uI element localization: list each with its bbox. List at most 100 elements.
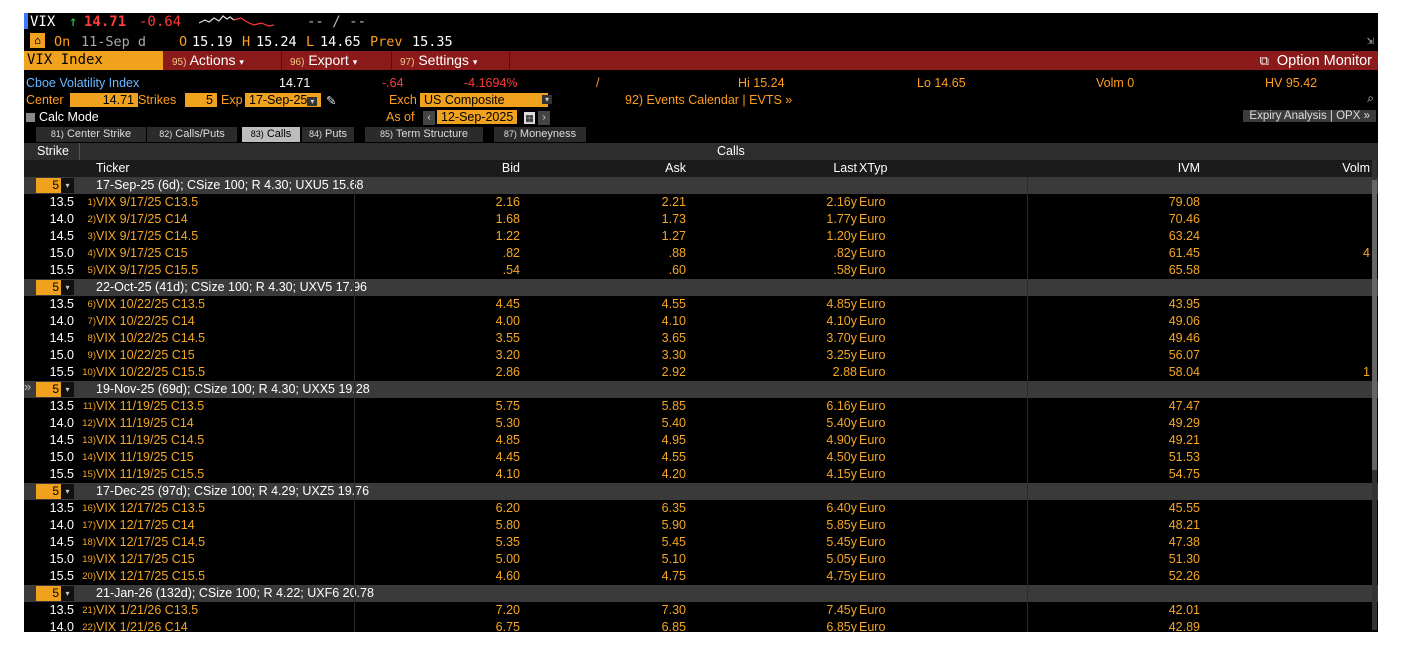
table-row[interactable]: 14.5 3) VIX 9/17/25 C14.5 1.22 1.27 1.20y Euro… [24,228,1378,245]
strikes-input[interactable]: 5 [185,93,217,107]
row-ticker[interactable]: VIX 11/19/25 C13.5 [96,399,205,413]
row-ticker[interactable]: VIX 12/17/25 C13.5 [96,501,206,515]
calendar-icon[interactable]: ▦ [524,112,535,124]
table-row[interactable]: 14.0 7) VIX 10/22/25 C14 4.00 4.10 4.10y Euro 4… [24,313,1378,330]
table-row[interactable]: 15.0 9) VIX 10/22/25 C15 3.20 3.30 3.25y Euro 5… [24,347,1378,364]
col-ivm[interactable]: IVM [1177,161,1200,175]
table-row[interactable]: 14.5 18) VIX 12/17/25 C14.5 5.35 5.45 5.45y Eu… [24,534,1378,551]
row-ticker[interactable]: VIX 10/22/25 C14.5 [96,331,206,345]
bloomberg-terminal: VIX ↑ 14.71 -0.64 -- / -- ⌂ On 11-Sep d … [24,13,1378,632]
option-monitor-title[interactable]: ⧉ Option Monitor [1260,51,1372,71]
row-ticker[interactable]: VIX 12/17/25 C15 [96,552,195,566]
table-row[interactable]: 15.5 5) VIX 9/17/25 C15.5 .54 .60 .58y Euro 65.… [24,262,1378,279]
events-calendar-link[interactable]: 92) Events Calendar | EVTS » [625,93,793,107]
row-ticker[interactable]: VIX 10/22/25 C14 [96,314,195,328]
tab-center-strike[interactable]: 81) Center Strike [36,127,147,142]
scrollbar-thumb[interactable] [1372,180,1377,470]
col-last[interactable]: Last [833,161,857,175]
table-row[interactable]: 13.5 21) VIX 1/21/26 C13.5 7.20 7.30 7.45y Eur… [24,602,1378,619]
export-menu[interactable]: 96) Export ▾ [282,51,392,70]
row-ticker[interactable]: VIX 12/17/25 C14 [96,518,195,532]
col-ticker[interactable]: Ticker [96,161,130,175]
table-row[interactable]: 13.5 1) VIX 9/17/25 C13.5 2.16 2.21 2.16y Euro… [24,194,1378,211]
expiry-row[interactable]: 5 ▾ 17-Dec-25 (97d); CSize 100; R 4.29; UX… [24,483,1378,500]
expand-icon[interactable]: ⇲ [1366,33,1374,47]
row-ticker[interactable]: VIX 11/19/25 C15 [96,450,194,464]
header-divider [79,143,80,160]
row-ticker[interactable]: VIX 10/22/25 C13.5 [96,297,206,311]
col-bid[interactable]: Bid [501,161,520,175]
prev-value: 15.35 [412,34,453,50]
actions-menu[interactable]: 95) Actions ▾ [164,51,282,70]
row-ticker[interactable]: VIX 9/17/25 C13.5 [96,195,199,209]
expiry-strikes-select[interactable]: 5 ▾ [36,280,74,295]
row-ticker[interactable]: VIX 9/17/25 C15.5 [96,263,199,277]
row-ticker[interactable]: VIX 12/17/25 C15.5 [96,569,206,583]
settings-menu[interactable]: 97) Settings ▾ [392,51,510,70]
next-date-button[interactable]: › [538,111,550,125]
expiry-strikes-select[interactable]: 5 ▾ [36,178,74,193]
row-ticker[interactable]: VIX 1/21/26 C13.5 [96,603,199,617]
collapse-icon[interactable]: » [24,379,32,394]
table-row[interactable]: 13.5 11) VIX 11/19/25 C13.5 5.75 5.85 6.16y Eu… [24,398,1378,415]
center-input[interactable]: 14.71 [70,93,138,107]
table-row[interactable]: 13.5 16) VIX 12/17/25 C13.5 6.20 6.35 6.40y Eu… [24,500,1378,517]
table-row[interactable]: 14.0 22) VIX 1/21/26 C14 6.75 6.85 6.85y Euro 4… [24,619,1378,632]
grid-scrollbar[interactable] [1372,160,1377,630]
row-ticker[interactable]: VIX 10/22/25 C15.5 [96,365,206,379]
expiry-strikes-select[interactable]: 5 ▾ [36,382,74,397]
expiry-analysis-button[interactable]: Expiry Analysis | OPX » [1243,110,1376,122]
chevron-down-icon[interactable]: ▾ [542,95,552,104]
asof-input[interactable]: 12-Sep-2025 [437,110,518,124]
row-ticker[interactable]: VIX 12/17/25 C14.5 [96,535,206,549]
expiry-row[interactable]: 5 ▾ 21-Jan-26 (132d); CSize 100; R 4.22; U… [24,585,1378,602]
table-row[interactable]: 15.0 19) VIX 12/17/25 C15 5.00 5.10 5.05y Euro… [24,551,1378,568]
row-ticker[interactable]: VIX 11/19/25 C14.5 [96,433,205,447]
expiry-row[interactable]: 5 ▾ 17-Sep-25 (6d); CSize 100; R 4.30; UXU… [24,177,1378,194]
tab-term-structure[interactable]: 85) Term Structure [365,127,484,142]
table-row[interactable]: 15.5 15) VIX 11/19/25 C15.5 4.10 4.20 4.15y Eu… [24,466,1378,483]
row-ticker[interactable]: VIX 9/17/25 C14 [96,212,188,226]
row-strike: 15.5 [49,569,74,583]
tab-puts[interactable]: 84) Puts [302,127,355,142]
row-ticker[interactable]: VIX 10/22/25 C15 [96,348,195,362]
row-ticker[interactable]: VIX 9/17/25 C15 [96,246,188,260]
ticker-field[interactable]: VIX Index [24,51,163,70]
tab-moneyness[interactable]: 87) Moneyness [494,127,587,142]
exch-value[interactable]: US Composite [420,93,548,107]
table-row[interactable]: 15.5 20) VIX 12/17/25 C15.5 4.60 4.75 4.75y Eu… [24,568,1378,585]
table-row[interactable]: 14.0 17) VIX 12/17/25 C14 5.80 5.90 5.85y Euro… [24,517,1378,534]
info-pct: -4.1694% [464,76,518,90]
row-ticker[interactable]: VIX 11/19/25 C15.5 [96,467,205,481]
col-volm[interactable]: Volm [1342,161,1370,175]
zoom-icon[interactable]: ⌕ [1367,91,1374,105]
row-strike: 14.0 [49,314,74,328]
row-strike: 15.0 [49,246,74,260]
tab-calls[interactable]: 83) Calls [242,127,301,142]
col-ask[interactable]: Ask [665,161,686,175]
expiry-strikes-select[interactable]: 5 ▾ [36,484,74,499]
expiry-strikes-select[interactable]: 5 ▾ [36,586,74,601]
table-row[interactable]: 14.0 12) VIX 11/19/25 C14 5.30 5.40 5.40y Euro… [24,415,1378,432]
table-row[interactable]: 15.0 4) VIX 9/17/25 C15 .82 .88 .82y Euro 61.45… [24,245,1378,262]
table-row[interactable]: 14.5 13) VIX 11/19/25 C14.5 4.85 4.95 4.90y Eu… [24,432,1378,449]
calc-mode-checkbox[interactable] [26,113,35,122]
tab-calls-puts[interactable]: 82) Calls/Puts [147,127,238,142]
pencil-icon[interactable]: ✎ [326,94,337,108]
prev-date-button[interactable]: ‹ [423,111,435,125]
col-xtyp[interactable]: XTyp [859,161,888,175]
table-row[interactable]: 13.5 6) VIX 10/22/25 C13.5 4.45 4.55 4.85y Eur… [24,296,1378,313]
exp-select[interactable]: 17-Sep-25 ▾ [245,93,322,107]
row-ticker[interactable]: VIX 9/17/25 C14.5 [96,229,199,243]
table-row[interactable]: 14.0 2) VIX 9/17/25 C14 1.68 1.73 1.77y Euro 70… [24,211,1378,228]
expiry-row[interactable]: 5 ▾ 22-Oct-25 (41d); CSize 100; R 4.30; UX… [24,279,1378,296]
table-row[interactable]: 15.5 10) VIX 10/22/25 C15.5 2.86 2.92 2.88 Eur… [24,364,1378,381]
expiry-row[interactable]: 5 ▾ 19-Nov-25 (69d); CSize 100; R 4.30; UX… [24,381,1378,398]
row-ticker[interactable]: VIX 11/19/25 C14 [96,416,194,430]
row-strike: 14.5 [49,433,74,447]
market-status-icon[interactable]: ⌂ [30,33,45,48]
table-row[interactable]: 14.5 8) VIX 10/22/25 C14.5 3.55 3.65 3.70y Eur… [24,330,1378,347]
row-ticker[interactable]: VIX 1/21/26 C14 [96,620,188,632]
table-row[interactable]: 15.0 14) VIX 11/19/25 C15 4.45 4.55 4.50y Euro… [24,449,1378,466]
chevron-down-icon: ▾ [307,97,318,106]
